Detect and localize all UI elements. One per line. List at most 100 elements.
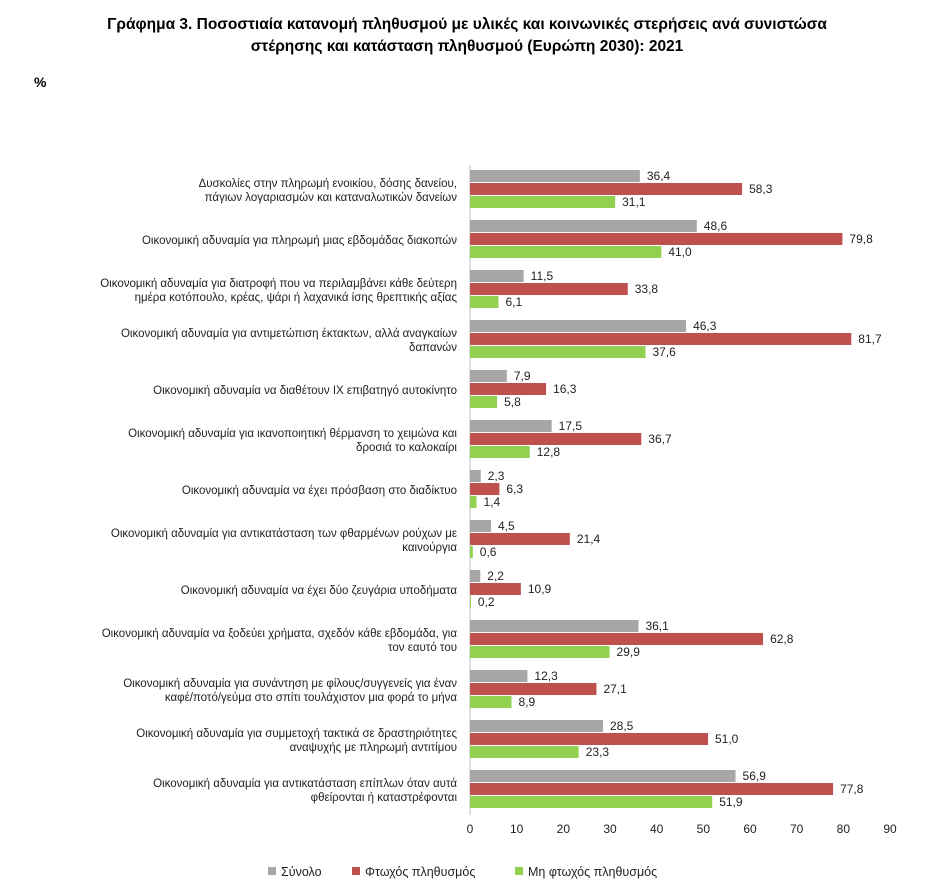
data-label: 2,2 <box>487 569 504 583</box>
data-label: 16,3 <box>553 382 577 396</box>
bar-poor <box>470 533 570 545</box>
bar-nonpoor <box>470 296 499 308</box>
category-label: Δυσκολίες στην πληρωμή ενοικίου, δόσης δ… <box>199 178 457 190</box>
bar-poor <box>470 783 834 795</box>
bar-poor <box>470 383 547 395</box>
category-label: Οικονομική αδυναμία για αντικατάσταση τω… <box>111 528 457 540</box>
category-label: Οικονομική αδυναμία για συμμετοχή τακτικ… <box>136 728 457 740</box>
bar-nonpoor <box>470 796 713 808</box>
x-tick-label: 30 <box>603 822 617 836</box>
data-label: 28,5 <box>610 719 634 733</box>
bar-poor <box>470 483 500 495</box>
data-label: 17,5 <box>559 419 583 433</box>
data-label: 2,3 <box>488 469 505 483</box>
bar-nonpoor <box>470 696 512 708</box>
data-label: 0,6 <box>480 545 497 559</box>
category-label: αναψυχής με πληρωμή αντιτίμου <box>290 742 457 754</box>
bar-total <box>470 770 736 782</box>
data-label: 21,4 <box>577 532 601 546</box>
data-label: 27,1 <box>603 682 627 696</box>
category-label: καφέ/ποτό/γεύμα στο σπίτι τουλάχιστον μι… <box>165 692 457 704</box>
data-label: 29,9 <box>617 645 641 659</box>
category-label: πάγιων λογαριασμών και καταναλωτικών δαν… <box>205 192 458 204</box>
bar-nonpoor <box>470 646 610 658</box>
bar-nonpoor <box>470 196 616 208</box>
data-label: 0,2 <box>478 595 495 609</box>
unit-label: % <box>34 74 47 90</box>
bar-nonpoor <box>470 446 530 458</box>
category-label: Οικονομική αδυναμία για ικανοποιητική θέ… <box>128 428 457 440</box>
data-label: 12,3 <box>534 669 558 683</box>
bar-total <box>470 470 481 482</box>
category-label: Οικονομική αδυναμία να ξοδεύει χρήματα, … <box>102 628 458 640</box>
legend-swatch <box>268 867 276 875</box>
chart-title-line-1: Γράφημα 3. Ποσοστιαία κατανομή πληθυσμού… <box>107 16 827 33</box>
data-label: 33,8 <box>635 282 659 296</box>
data-label: 4,5 <box>498 519 515 533</box>
bar-nonpoor <box>470 746 579 758</box>
x-tick-label: 80 <box>837 822 851 836</box>
data-label: 31,1 <box>622 195 646 209</box>
bar-total <box>470 370 507 382</box>
legend-label: Μη φτωχός πληθυσμός <box>528 865 657 879</box>
bar-nonpoor <box>470 246 662 258</box>
bar-total <box>470 620 639 632</box>
data-label: 1,4 <box>484 495 501 509</box>
legend-label: Φτωχός πληθυσμός <box>365 865 475 879</box>
bar-poor <box>470 633 764 645</box>
bar-poor <box>470 333 852 345</box>
category-label: Οικονομική αδυναμία να έχει δύο ζευγάρια… <box>181 585 458 597</box>
data-label: 81,7 <box>858 332 882 346</box>
data-label: 23,3 <box>586 745 610 759</box>
bar-poor <box>470 683 597 695</box>
x-tick-label: 20 <box>557 822 571 836</box>
bar-total <box>470 170 640 182</box>
data-label: 6,3 <box>506 482 523 496</box>
category-label: Οικονομική αδυναμία για πληρωμή μιας εβδ… <box>142 235 457 247</box>
category-label: φθείρονται ή καταστρέφονται <box>311 792 458 804</box>
data-label: 6,1 <box>505 295 522 309</box>
category-label: Οικονομική αδυναμία για συνάντηση με φίλ… <box>123 678 457 690</box>
category-label: Οικονομική αδυναμία να έχει πρόσβαση στο… <box>182 485 457 497</box>
data-label: 36,4 <box>647 169 671 183</box>
x-tick-label: 70 <box>790 822 804 836</box>
legend-swatch <box>352 867 360 875</box>
category-label: ημέρα κοτόπουλο, κρέας, ψάρι ή λαχανικά … <box>135 292 458 304</box>
category-label: δροσιά το καλοκαίρι <box>356 442 457 454</box>
bar-total <box>470 670 528 682</box>
data-label: 11,5 <box>531 269 554 283</box>
bar-total <box>470 220 697 232</box>
bar-nonpoor <box>470 396 498 408</box>
bar-total <box>470 570 481 582</box>
data-label: 62,8 <box>770 632 794 646</box>
data-label: 7,9 <box>514 369 531 383</box>
data-label: 51,0 <box>715 732 739 746</box>
data-label: 36,1 <box>645 619 669 633</box>
bar-nonpoor <box>470 596 471 608</box>
legend-swatch <box>515 867 523 875</box>
bar-total <box>470 420 552 432</box>
data-label: 10,9 <box>528 582 552 596</box>
bar-total <box>470 320 687 332</box>
bar-poor <box>470 583 521 595</box>
data-label: 58,3 <box>749 182 773 196</box>
x-tick-label: 90 <box>883 822 897 836</box>
bar-poor <box>470 233 843 245</box>
chart-title-line-2: στέρησης και κατάσταση πληθυσμού (Ευρώπη… <box>250 38 684 55</box>
category-label: καινούργια <box>402 542 457 554</box>
bar-total <box>470 720 603 732</box>
bar-nonpoor <box>470 496 477 508</box>
data-label: 37,6 <box>652 345 676 359</box>
bar-nonpoor <box>470 346 646 358</box>
data-label: 51,9 <box>719 795 743 809</box>
category-label: δαπανών <box>409 342 457 354</box>
category-label: Οικονομική αδυναμία για διατροφή που να … <box>100 278 457 290</box>
category-label: Οικονομική αδυναμία για αντιμετώπιση έκτ… <box>121 328 457 340</box>
data-label: 46,3 <box>693 319 717 333</box>
data-label: 77,8 <box>840 782 864 796</box>
data-label: 41,0 <box>668 245 692 259</box>
bar-nonpoor <box>470 546 473 558</box>
chart-title: Γράφημα 3. Ποσοστιαία κατανομή πληθυσμού… <box>0 14 934 58</box>
bar-poor <box>470 183 743 195</box>
